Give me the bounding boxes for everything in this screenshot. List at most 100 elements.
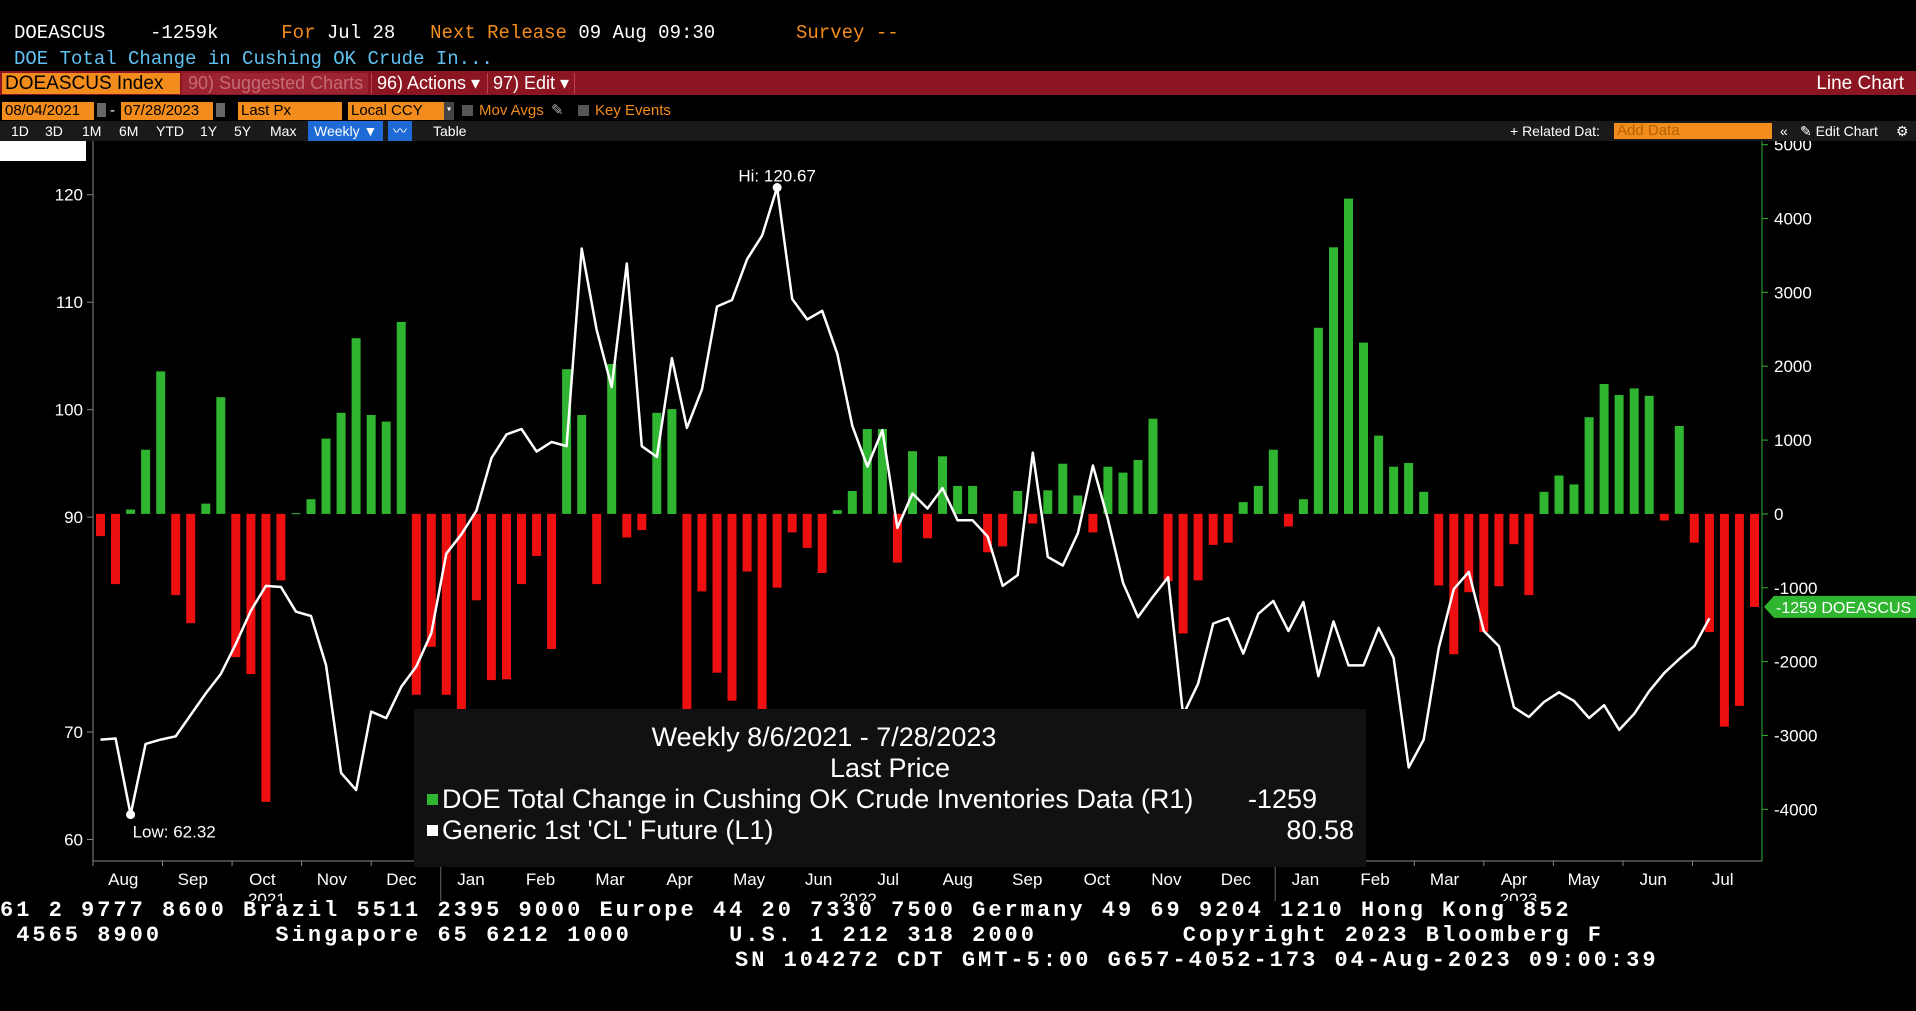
- right-tick-label: 2000: [1774, 357, 1812, 376]
- pencil-icon: ✎: [1800, 123, 1816, 139]
- period-max[interactable]: Max: [270, 123, 297, 139]
- add-data-input[interactable]: Add Data: [1614, 123, 1772, 139]
- pencil-icon[interactable]: ✎: [551, 102, 564, 119]
- footer-phone-line-2: 4565 8900 Singapore 65 6212 1000 U.S. 1 …: [0, 923, 1605, 948]
- bar: [126, 509, 136, 514]
- x-tick-label: Aug: [108, 870, 138, 889]
- bar: [1208, 513, 1218, 545]
- bar: [1043, 490, 1053, 514]
- bar: [1569, 484, 1579, 514]
- bar: [1163, 513, 1173, 582]
- legend-swatch-line: [427, 825, 438, 836]
- bar: [1298, 499, 1308, 514]
- edit-chart-button[interactable]: ✎ Edit Chart: [1800, 121, 1878, 141]
- bar: [652, 412, 662, 514]
- bar: [1509, 513, 1519, 545]
- bar: [1689, 513, 1699, 543]
- bar: [502, 513, 511, 680]
- x-tick-label: May: [1568, 870, 1601, 889]
- bar: [1704, 513, 1714, 633]
- x-tick-label: Nov: [317, 870, 348, 889]
- bar: [336, 412, 346, 514]
- right-tick-label: -2000: [1774, 653, 1817, 672]
- bar: [983, 513, 993, 553]
- bar: [1719, 513, 1729, 727]
- ticker-symbol: DOEASCUS: [14, 22, 106, 44]
- bar: [938, 456, 947, 514]
- bar: [1283, 513, 1293, 527]
- bar: [1148, 418, 1158, 514]
- right-tick-label: 4000: [1774, 210, 1812, 229]
- bar: [1028, 513, 1038, 524]
- legend-subtitle: Last Price: [830, 753, 950, 783]
- bar: [592, 513, 602, 585]
- right-tick-label: -4000: [1774, 800, 1817, 819]
- x-tick-label: Sep: [178, 870, 208, 889]
- x-tick-label: Feb: [1360, 870, 1389, 889]
- footer-session-info: SN 104272 CDT GMT-5:00 G657-4052-173 04-…: [735, 948, 1659, 973]
- edit-menu[interactable]: 97) Edit ▾: [493, 73, 570, 93]
- bar: [832, 510, 842, 514]
- bar: [862, 429, 872, 514]
- currency-selector[interactable]: Local CCY: [348, 102, 444, 120]
- bar: [877, 429, 887, 514]
- end-date-field[interactable]: 07/28/2023: [121, 102, 213, 120]
- right-tick-label: -3000: [1774, 726, 1817, 745]
- bar: [1253, 485, 1263, 514]
- year-label: 2022: [839, 890, 877, 901]
- suggested-charts-button[interactable]: 90) Suggested Charts: [182, 73, 368, 94]
- price-line: [100, 186, 1711, 816]
- legend-title: Weekly 8/6/2021 - 7/28/2023: [652, 722, 997, 752]
- bar: [1118, 472, 1128, 514]
- gear-icon[interactable]: ⚙: [1896, 123, 1909, 139]
- x-tick-label: Jul: [1712, 870, 1734, 889]
- table-button[interactable]: Table: [433, 123, 467, 139]
- bar: [742, 513, 752, 572]
- security-description: DOE Total Change in Cushing OK Crude In.…: [14, 48, 493, 70]
- right-last-label: -1259 DOEASCUS: [1776, 600, 1911, 617]
- x-tick-label: Apr: [666, 870, 693, 889]
- related-data-button[interactable]: + Related Dat:: [1510, 123, 1600, 139]
- bar: [1629, 388, 1639, 514]
- mov-avgs-checkbox[interactable]: [462, 105, 473, 116]
- bar: [1374, 435, 1384, 514]
- bar: [953, 485, 963, 514]
- bar: [381, 421, 391, 514]
- period-1m[interactable]: 1M: [82, 123, 102, 139]
- start-date-field[interactable]: 08/04/2021: [2, 102, 94, 120]
- period-1y[interactable]: 1Y: [200, 123, 218, 139]
- period-5y[interactable]: 5Y: [234, 123, 252, 139]
- left-tick-label: 70: [64, 723, 83, 742]
- bar: [622, 513, 632, 538]
- left-last-tag: [0, 141, 86, 161]
- calendar-icon[interactable]: [97, 103, 106, 117]
- bar: [1073, 495, 1083, 514]
- field-selector[interactable]: Last Px: [238, 102, 342, 120]
- bar: [1750, 513, 1759, 607]
- last-value: -1259k: [150, 22, 219, 44]
- bar: [787, 513, 797, 533]
- bar: [547, 513, 557, 649]
- left-tick-label: 120: [55, 186, 83, 205]
- bar: [1013, 491, 1023, 514]
- period-ytd[interactable]: YTD: [156, 123, 184, 139]
- actions-menu[interactable]: 96) Actions ▾: [377, 73, 481, 93]
- security-input[interactable]: DOEASCUS Index: [2, 73, 180, 94]
- x-tick-label: Mar: [595, 870, 625, 889]
- collapse-icon[interactable]: «: [1780, 123, 1788, 139]
- frequency-selector[interactable]: Weekly ▼: [308, 121, 384, 141]
- bar: [802, 513, 812, 548]
- bar: [1103, 466, 1113, 514]
- chevron-down-icon[interactable]: ▾: [444, 102, 454, 120]
- period-6m[interactable]: 6M: [119, 123, 139, 139]
- calendar-icon[interactable]: [216, 103, 225, 117]
- legend-box: [414, 709, 1366, 867]
- key-events-checkbox[interactable]: [578, 105, 589, 116]
- bar: [1644, 395, 1654, 514]
- chart-style-icon[interactable]: 〰: [388, 121, 412, 141]
- period-1d[interactable]: 1D: [11, 123, 29, 139]
- bar: [171, 513, 181, 596]
- low-label: Low: 62.32: [133, 823, 216, 842]
- bar: [1434, 513, 1444, 586]
- period-3d[interactable]: 3D: [45, 123, 63, 139]
